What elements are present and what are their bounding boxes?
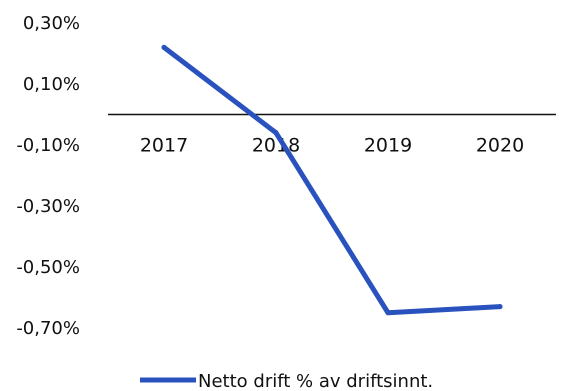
y-tick-label: 0,30% bbox=[23, 13, 80, 34]
y-tick-label: -0,30% bbox=[16, 196, 80, 217]
y-tick-label: -0,10% bbox=[16, 135, 80, 156]
x-tick-label: 2017 bbox=[140, 135, 188, 157]
series-line bbox=[161, 44, 503, 316]
legend-label: Netto drift % av driftsinnt. bbox=[198, 371, 433, 391]
y-tick-label: 0,10% bbox=[23, 74, 80, 95]
y-tick-label: -0,70% bbox=[16, 318, 80, 339]
data-point bbox=[161, 44, 167, 50]
data-point bbox=[497, 304, 503, 310]
x-tick-label: 2018 bbox=[252, 135, 300, 157]
data-point bbox=[273, 130, 279, 136]
data-point bbox=[385, 310, 391, 316]
x-tick-label: 2019 bbox=[364, 135, 412, 157]
x-tick-label: 2020 bbox=[476, 135, 524, 157]
y-tick-label: -0,50% bbox=[16, 257, 80, 278]
